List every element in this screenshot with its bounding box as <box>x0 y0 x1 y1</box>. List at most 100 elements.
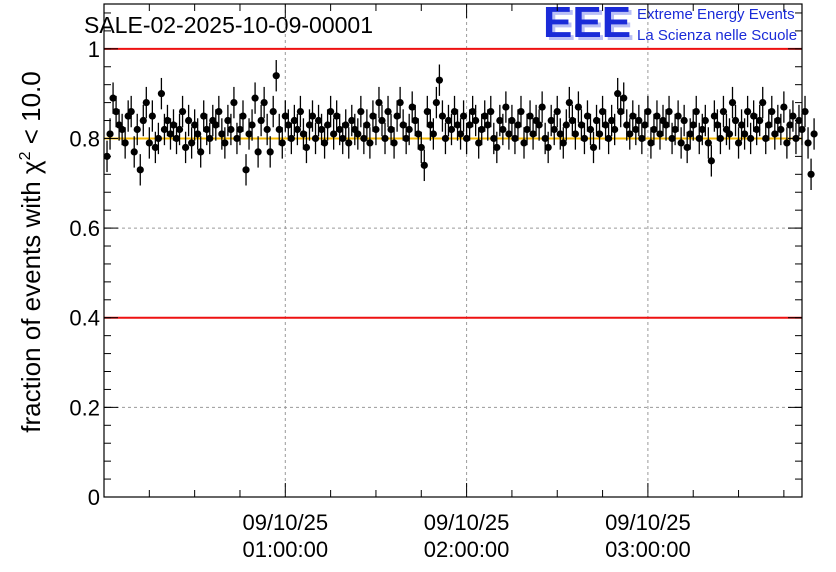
data-point <box>789 100 797 132</box>
data-marker <box>324 121 332 129</box>
data-point <box>719 95 728 128</box>
data-marker <box>139 116 147 125</box>
data-marker <box>423 107 431 116</box>
data-marker <box>212 121 220 129</box>
data-point <box>595 118 604 150</box>
data-point <box>475 127 483 159</box>
data-point <box>360 122 368 155</box>
data-marker <box>444 116 453 125</box>
data-point <box>230 86 238 119</box>
data-point <box>399 109 407 141</box>
data-marker <box>357 107 365 116</box>
data-point <box>571 118 579 150</box>
data-marker <box>354 130 362 138</box>
data-marker <box>671 125 679 134</box>
data-marker <box>441 134 450 143</box>
data-marker <box>577 121 586 129</box>
data-marker <box>402 134 410 143</box>
data-marker <box>592 116 601 125</box>
data-point <box>783 127 791 159</box>
data-marker <box>169 121 178 129</box>
data-point <box>692 95 700 128</box>
data-marker <box>317 125 326 134</box>
data-point <box>734 127 743 159</box>
data-marker <box>704 139 712 147</box>
y-axis-label-prefix: fraction of events with <box>16 174 46 433</box>
y-tick-label: 0.2 <box>69 395 100 420</box>
data-marker <box>692 107 700 116</box>
data-point <box>728 86 737 119</box>
data-marker <box>689 121 697 129</box>
data-point <box>747 122 755 155</box>
data-marker <box>647 139 655 147</box>
data-marker <box>175 125 184 134</box>
data-point <box>614 77 622 110</box>
data-marker <box>617 107 625 116</box>
data-marker <box>230 99 238 107</box>
data-point <box>559 127 567 159</box>
data-point <box>308 100 317 132</box>
data-marker <box>668 134 676 143</box>
data-marker <box>804 139 812 147</box>
data-point <box>384 95 392 128</box>
y-tick-label: 0.4 <box>69 306 100 331</box>
data-point <box>683 131 691 164</box>
data-marker <box>517 107 525 116</box>
data-marker <box>438 112 447 120</box>
data-marker <box>502 103 510 111</box>
data-point <box>762 122 770 155</box>
data-point <box>626 118 634 150</box>
data-marker <box>191 121 199 129</box>
data-point <box>677 127 685 159</box>
data-marker <box>384 107 392 116</box>
data-point <box>502 91 510 123</box>
eee-logo-letters-shadow: EEE <box>546 1 634 50</box>
data-marker <box>151 143 159 152</box>
data-marker <box>623 121 631 129</box>
x-tick-label-time: 03:00:00 <box>605 537 691 562</box>
data-marker <box>783 139 791 147</box>
data-marker <box>215 107 223 116</box>
data-marker <box>644 107 652 116</box>
data-marker <box>327 107 335 116</box>
data-point <box>414 118 422 150</box>
data-point <box>393 100 401 132</box>
data-point <box>157 77 166 110</box>
data-point <box>804 127 812 159</box>
data-marker <box>626 130 634 138</box>
data-marker <box>224 116 232 125</box>
data-marker <box>568 116 576 125</box>
y-tick-label: 0 <box>88 485 100 510</box>
y-tick-label: 1 <box>88 37 100 62</box>
data-marker <box>218 130 226 138</box>
data-marker <box>674 112 682 120</box>
data-marker <box>366 139 374 147</box>
data-point <box>148 100 156 132</box>
data-point <box>487 95 495 128</box>
data-marker <box>396 99 404 107</box>
data-marker <box>308 112 317 120</box>
data-point <box>112 95 120 128</box>
data-marker <box>360 134 368 143</box>
data-point <box>653 100 661 132</box>
data-marker <box>514 121 522 129</box>
data-point <box>744 95 752 128</box>
data-marker <box>127 107 135 116</box>
data-point <box>175 113 184 146</box>
data-marker <box>420 161 428 169</box>
data-marker <box>707 157 715 165</box>
data-point <box>553 95 561 128</box>
data-point <box>725 118 734 150</box>
data-marker <box>523 125 531 134</box>
data-marker <box>511 134 519 143</box>
data-point <box>771 118 779 150</box>
data-point <box>272 60 280 92</box>
data-marker <box>765 121 773 129</box>
data-marker <box>493 143 501 152</box>
data-marker <box>734 139 743 147</box>
data-point <box>780 91 788 123</box>
data-point <box>163 104 172 137</box>
data-marker <box>381 134 389 143</box>
data-marker <box>172 134 181 143</box>
data-marker <box>369 112 377 120</box>
